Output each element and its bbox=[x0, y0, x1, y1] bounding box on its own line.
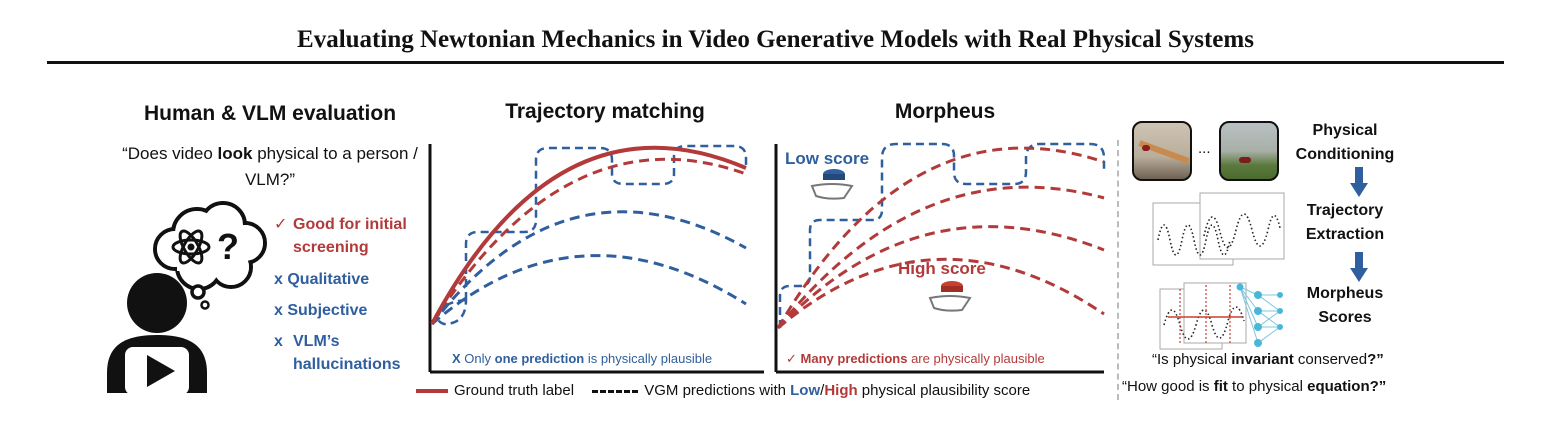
question-mark-icon: ? bbox=[217, 226, 239, 267]
trajectory-plot-thumbnail bbox=[1152, 192, 1285, 266]
prediction-curve bbox=[431, 254, 747, 326]
high-score-button-icon bbox=[928, 281, 972, 312]
step-morpheus-scores: Morpheus Scores bbox=[1306, 285, 1384, 326]
trajectory-panel-heading: Trajectory matching bbox=[505, 100, 705, 123]
high-score-label: High score bbox=[898, 259, 986, 278]
legend: Ground truth label VGM predictions with … bbox=[416, 382, 1116, 404]
human-question: “Does video look physical to a person / … bbox=[122, 144, 418, 189]
con-item: x VLM’s hallucinations bbox=[274, 330, 424, 376]
morpheus-panel-heading: Morpheus bbox=[894, 100, 996, 123]
step-trajectory-extraction: Trajectory Extraction bbox=[1305, 202, 1385, 243]
low-score-label: Low score bbox=[785, 149, 870, 168]
morpheus-note: ✓ Many predictions are physically plausi… bbox=[786, 351, 1045, 366]
fit-question: “How good is fit to physical equation?” bbox=[1122, 378, 1387, 395]
play-icon bbox=[147, 355, 175, 387]
prediction-curve bbox=[776, 225, 1105, 330]
human-panel-heading: Human & VLM evaluation bbox=[143, 102, 397, 125]
video-frame-thumbnail bbox=[1219, 121, 1279, 181]
trajectory-note: X Only one prediction is physically plau… bbox=[452, 351, 713, 366]
matching-region bbox=[464, 144, 748, 300]
step-physical-conditioning: Physical Conditioning bbox=[1295, 122, 1395, 163]
con-item: x Qualitative bbox=[274, 271, 370, 288]
low-score-button-icon bbox=[810, 169, 854, 200]
fit-network-thumbnail bbox=[1159, 282, 1283, 350]
con-item: x Subjective bbox=[274, 302, 368, 319]
x-icon: x bbox=[274, 271, 283, 288]
prediction-curve bbox=[430, 210, 747, 325]
prediction-curve bbox=[777, 257, 1105, 330]
morpheus-plot bbox=[774, 142, 1106, 374]
check-icon: ✓ bbox=[274, 216, 288, 233]
ground-truth-swatch bbox=[416, 389, 448, 394]
vgm-swatch bbox=[592, 389, 639, 393]
person-head-icon bbox=[127, 273, 187, 333]
atom-icon bbox=[171, 229, 211, 265]
legend-vgm: VGM predictions with Low/High physical p… bbox=[644, 382, 1031, 399]
x-icon: X bbox=[452, 351, 461, 366]
x-icon: x bbox=[274, 333, 283, 350]
prediction-curve bbox=[776, 185, 1105, 329]
down-arrow-icon bbox=[1350, 167, 1368, 197]
title-rule bbox=[47, 61, 1504, 64]
page-title: Evaluating Newtonian Mechanics in Video … bbox=[297, 26, 1254, 53]
prediction-curve bbox=[776, 146, 1105, 329]
invariant-question: “Is physical invariant conserved?” bbox=[1152, 351, 1384, 368]
frames-ellipsis: ... bbox=[1198, 140, 1211, 157]
trajectory-plot bbox=[428, 144, 764, 374]
pro-item: ✓ Good for initial screening bbox=[274, 213, 424, 259]
ground-truth-curve bbox=[430, 145, 747, 325]
legend-ground-truth: Ground truth label bbox=[454, 382, 575, 399]
check-icon: ✓ bbox=[786, 351, 797, 366]
panel-divider bbox=[1117, 140, 1119, 400]
down-arrow-icon bbox=[1350, 252, 1368, 282]
prediction-curve bbox=[430, 157, 747, 325]
video-frame-thumbnail bbox=[1132, 121, 1192, 181]
x-icon: x bbox=[274, 302, 283, 319]
person-thinking-icon: ? bbox=[107, 201, 267, 395]
